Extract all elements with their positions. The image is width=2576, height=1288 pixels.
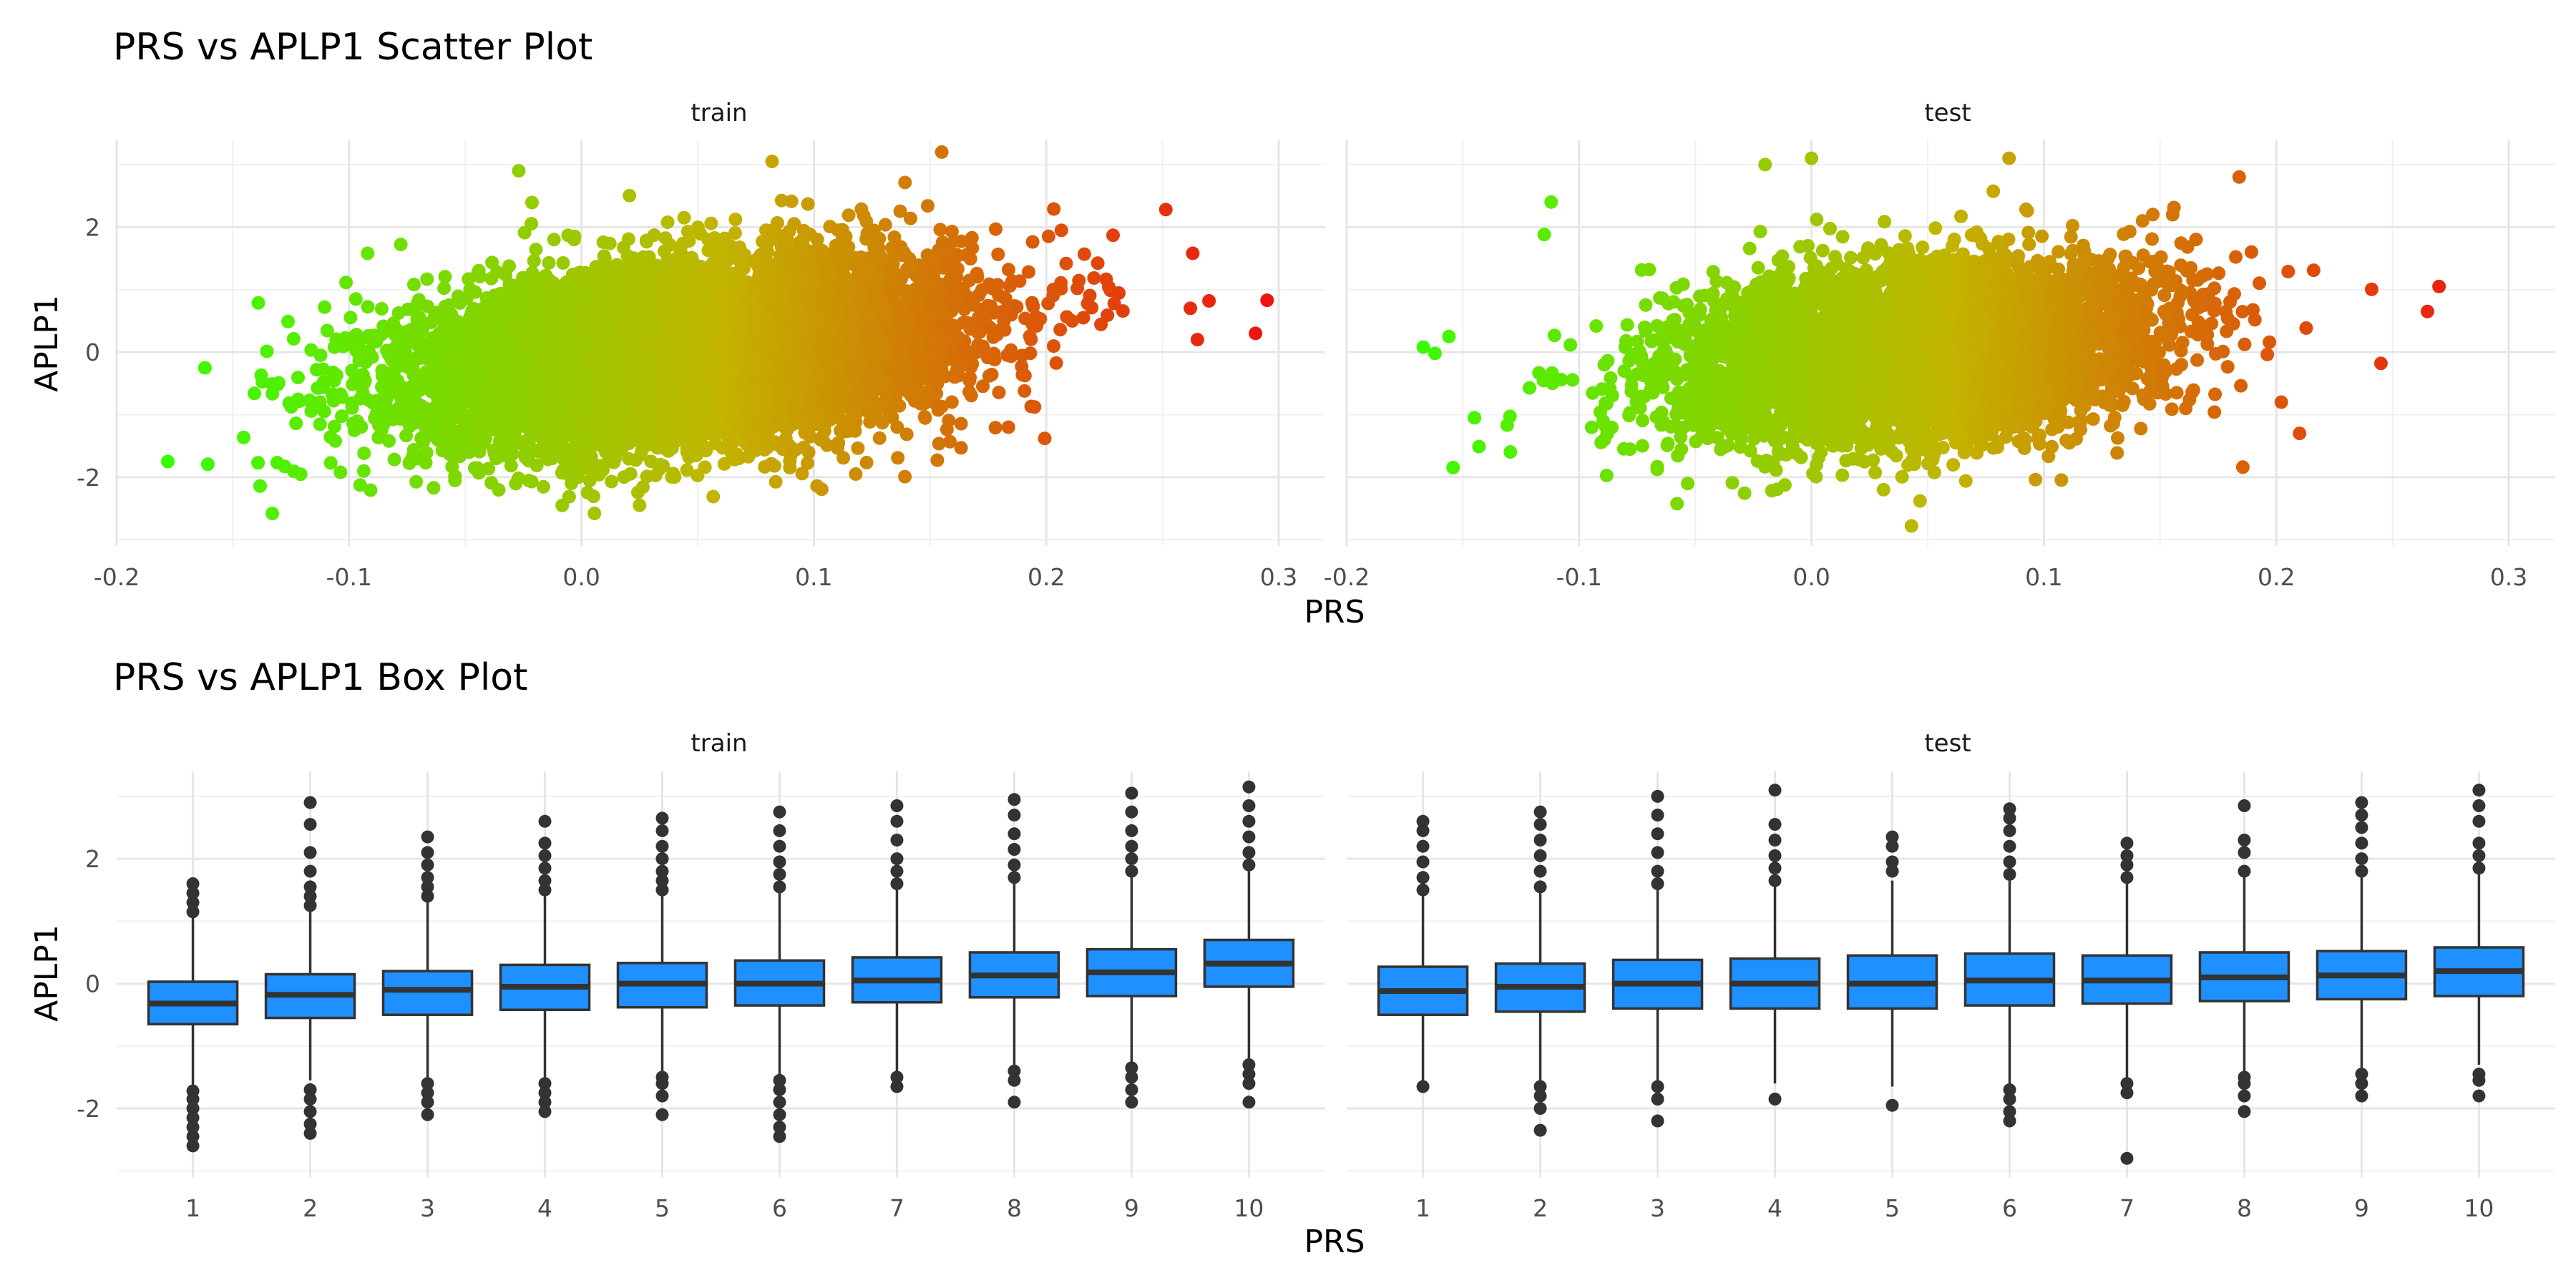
- scatter-point: [706, 489, 721, 504]
- scatter-point: [680, 463, 694, 477]
- scatter-point: [1047, 339, 1060, 353]
- scatter-point: [289, 416, 303, 431]
- scatter-point: [1083, 288, 1097, 303]
- scatter-point: [658, 231, 673, 245]
- scatter-point: [769, 474, 783, 489]
- scatter-point: [438, 270, 452, 284]
- scatter-point: [522, 474, 536, 488]
- scatter-point: [898, 469, 912, 484]
- scatter-point: [333, 465, 348, 479]
- scatter-strip-train: train: [691, 99, 747, 127]
- scatter-point: [529, 243, 543, 257]
- scatter-point: [921, 199, 935, 213]
- scatter-point: [448, 469, 462, 483]
- scatter-point: [988, 421, 1002, 435]
- scatter-point: [933, 223, 947, 237]
- scatter-point: [1018, 369, 1032, 383]
- scatter-point: [251, 296, 265, 310]
- scatter-point: [698, 460, 712, 474]
- scatter-point: [1059, 256, 1073, 270]
- scatter-point: [556, 256, 570, 270]
- scatter-point: [255, 375, 270, 389]
- scatter-point: [482, 462, 496, 476]
- scatter-point: [851, 441, 865, 455]
- scatter-point: [1060, 310, 1074, 324]
- scatter-point: [795, 467, 809, 481]
- scatter-point: [328, 434, 342, 448]
- scatter-point: [253, 479, 267, 493]
- scatter-point: [291, 371, 305, 384]
- scatter-point: [317, 404, 331, 419]
- scatter-point: [728, 213, 743, 227]
- scatter-point: [708, 231, 722, 245]
- scatter-point: [1049, 356, 1063, 370]
- scatter-point: [313, 417, 327, 431]
- scatter-point: [1158, 203, 1173, 217]
- scatter-point: [965, 230, 979, 245]
- scatter-point: [348, 292, 363, 306]
- scatter-strip-test: test: [1924, 99, 1971, 127]
- scatter-point: [878, 218, 892, 232]
- scatter-point: [542, 255, 556, 270]
- scatter-point: [281, 314, 295, 328]
- scatter-title: PRS vs APLP1 Scatter Plot: [113, 26, 592, 69]
- scatter-point: [728, 226, 742, 240]
- scatter-point: [409, 474, 424, 489]
- scatter-point: [356, 464, 371, 478]
- scatter-point: [323, 456, 338, 470]
- scatter-point: [801, 456, 814, 470]
- scatter-point: [364, 483, 378, 497]
- scatter-point: [859, 456, 874, 469]
- scatter-point: [943, 434, 957, 449]
- scatter-point: [602, 236, 617, 250]
- scatter-point: [391, 306, 406, 320]
- scatter-point: [1023, 346, 1038, 361]
- scatter-point: [891, 451, 905, 465]
- scatter-point: [467, 461, 482, 475]
- scatter-point: [512, 471, 526, 485]
- scatter-point: [1077, 247, 1091, 261]
- scatter-point: [917, 409, 932, 424]
- scatter-point: [237, 430, 250, 444]
- scatter-point: [527, 254, 541, 268]
- scatter-point: [420, 272, 434, 286]
- scatter-point: [265, 386, 280, 401]
- scatter-point: [1076, 311, 1091, 325]
- scatter-point: [660, 215, 675, 230]
- scatter-point: [286, 332, 301, 346]
- scatter-point: [898, 175, 912, 190]
- scatter-point: [200, 457, 215, 472]
- scatter-point: [347, 423, 361, 437]
- scatter-point: [1002, 263, 1015, 277]
- scatter-point: [810, 233, 824, 247]
- scatter-point: [872, 431, 887, 445]
- scatter-point: [976, 339, 990, 353]
- scatter-train-points: [161, 145, 1274, 521]
- scatter-point: [623, 255, 636, 270]
- scatter-point: [343, 311, 358, 325]
- scatter-point: [954, 441, 968, 455]
- scatter-point: [357, 447, 371, 460]
